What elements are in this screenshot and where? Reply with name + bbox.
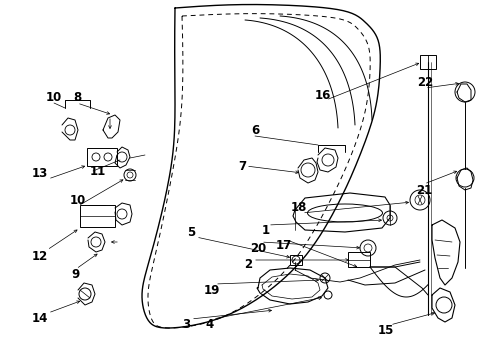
Text: 9: 9 [72,269,80,282]
Bar [419,55,435,69]
Bar [80,205,115,227]
Text: 19: 19 [203,284,220,297]
Text: 13: 13 [32,166,48,180]
Text: 4: 4 [205,319,214,332]
Text: 6: 6 [250,123,259,136]
Text: 1: 1 [262,224,269,237]
Text: 20: 20 [249,242,265,255]
Text: 10: 10 [46,90,62,104]
Text: 15: 15 [377,324,393,337]
Text: 22: 22 [416,76,432,89]
Text: 17: 17 [275,239,291,252]
Text: 7: 7 [238,159,245,172]
Text: 21: 21 [415,184,431,197]
Bar [289,255,302,265]
Text: 11: 11 [90,165,106,177]
Text: 3: 3 [182,319,190,332]
Text: 5: 5 [186,225,195,239]
Text: 8: 8 [73,90,81,104]
Text: 18: 18 [290,201,306,213]
Text: 10: 10 [70,194,86,207]
Bar [347,252,369,267]
Text: 14: 14 [32,311,48,324]
Text: 16: 16 [314,89,330,102]
Text: 12: 12 [32,249,48,262]
Bar [87,148,117,166]
Text: 2: 2 [244,258,251,271]
